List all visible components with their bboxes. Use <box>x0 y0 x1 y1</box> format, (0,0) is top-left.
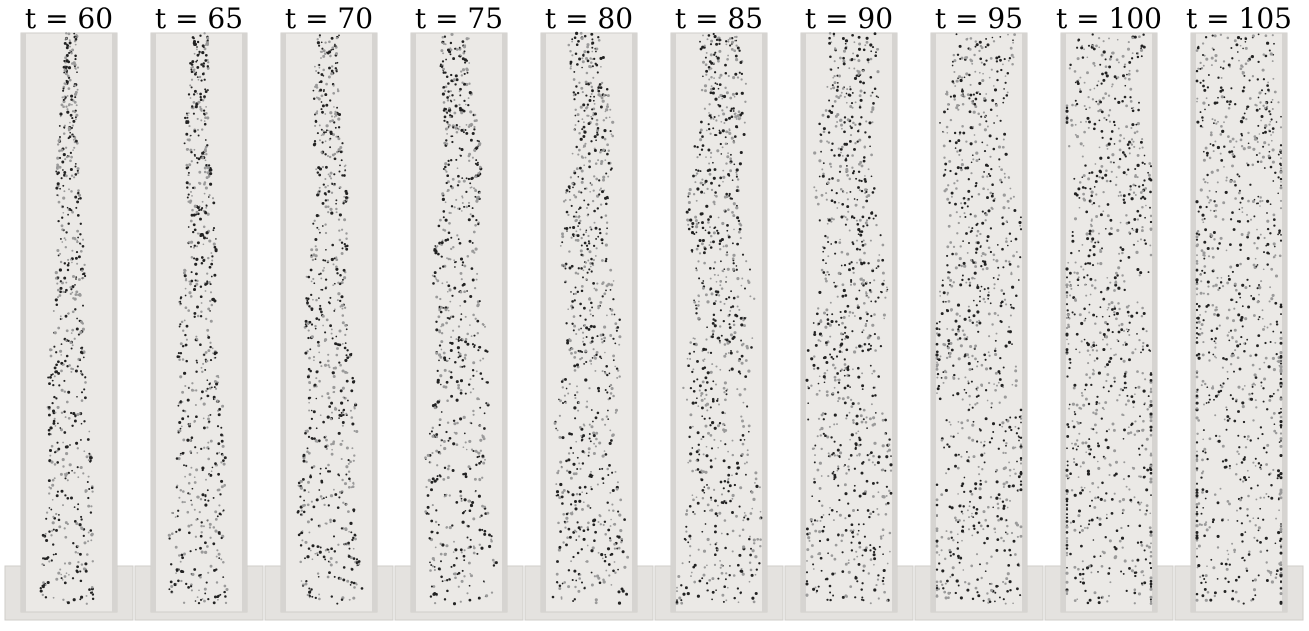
panel-85: t = 85 <box>654 2 784 621</box>
tube-body <box>670 32 768 613</box>
time-label: t = 85 <box>675 2 763 35</box>
time-label: t = 70 <box>285 2 373 35</box>
time-label: t = 95 <box>935 2 1023 35</box>
tube-wall-right <box>1152 33 1157 612</box>
tube-wall-right <box>632 33 637 612</box>
particle-plume <box>1065 33 1153 605</box>
particle-plume <box>39 32 95 605</box>
time-label: t = 65 <box>155 2 243 35</box>
particle-plume <box>935 33 1023 605</box>
time-label: t = 105 <box>1186 2 1292 35</box>
particle-plume <box>805 31 893 605</box>
panel-70: t = 70 <box>264 2 394 621</box>
panel-65: t = 65 <box>134 2 264 621</box>
tube-wall-right <box>1282 33 1287 612</box>
tube-body <box>280 32 378 613</box>
particle-plume <box>675 32 763 605</box>
time-label: t = 90 <box>805 2 893 35</box>
tube-wall-left <box>541 33 546 612</box>
tube-body <box>540 32 638 613</box>
tube-wall-left <box>21 33 26 612</box>
particle-plume <box>1195 33 1283 605</box>
tube-body <box>1190 32 1288 613</box>
tube-wall-left <box>1191 33 1196 612</box>
tube-wall-right <box>892 33 897 612</box>
panel-60: t = 60 <box>4 2 134 621</box>
particle-plume <box>551 31 630 605</box>
tube-wall-left <box>931 33 936 612</box>
tube-wall-right <box>242 33 247 612</box>
time-label: t = 75 <box>415 2 503 35</box>
tube-wall-left <box>411 33 416 612</box>
tube-body <box>410 32 508 613</box>
tube-wall-right <box>762 33 767 612</box>
panel-75: t = 75 <box>394 2 524 621</box>
time-label: t = 60 <box>25 2 113 35</box>
panel-95: t = 95 <box>914 2 1044 621</box>
tube-body <box>20 32 118 613</box>
tube-wall-right <box>1022 33 1027 612</box>
tube-wall-left <box>151 33 156 612</box>
panel-80: t = 80 <box>524 2 654 621</box>
tube-wall-left <box>801 33 806 612</box>
panel-105: t = 105 <box>1174 2 1304 621</box>
tube-body <box>150 32 248 613</box>
time-label: t = 100 <box>1056 2 1162 35</box>
tube-wall-right <box>112 33 117 612</box>
tube-wall-left <box>671 33 676 612</box>
panel-90: t = 90 <box>784 2 914 621</box>
tube-wall-right <box>372 33 377 612</box>
particle-plume <box>167 32 229 605</box>
particle-plume <box>424 32 498 606</box>
tube-wall-left <box>1061 33 1066 612</box>
tube-wall-right <box>502 33 507 612</box>
tube-body <box>1060 32 1158 613</box>
particle-plume <box>296 34 364 605</box>
panel-100: t = 100 <box>1044 2 1174 621</box>
tube-wall-left <box>281 33 286 612</box>
time-label: t = 80 <box>545 2 633 35</box>
